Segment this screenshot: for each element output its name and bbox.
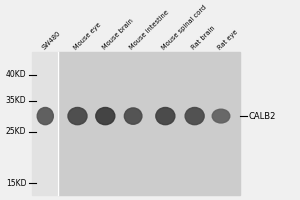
Ellipse shape (124, 108, 142, 124)
Text: 35KD: 35KD (6, 96, 26, 105)
Ellipse shape (68, 107, 87, 125)
Ellipse shape (212, 109, 230, 123)
Text: Rat eye: Rat eye (217, 28, 239, 51)
Ellipse shape (96, 107, 115, 125)
Ellipse shape (37, 107, 53, 125)
Text: CALB2: CALB2 (249, 112, 276, 121)
Text: 40KD: 40KD (6, 70, 26, 79)
Bar (32, 52, 58, 195)
Ellipse shape (156, 107, 175, 125)
Text: Mouse brain: Mouse brain (101, 18, 134, 51)
Ellipse shape (185, 107, 204, 125)
Text: Rat brain: Rat brain (190, 25, 216, 51)
Text: Mouse eye: Mouse eye (73, 21, 103, 51)
Text: 25KD: 25KD (6, 127, 26, 136)
Text: Mouse spinal cord: Mouse spinal cord (161, 4, 208, 51)
Text: SW480: SW480 (41, 30, 62, 51)
Text: 15KD: 15KD (6, 179, 26, 188)
Bar (58, 52, 240, 195)
Text: Mouse intestine: Mouse intestine (129, 9, 170, 51)
